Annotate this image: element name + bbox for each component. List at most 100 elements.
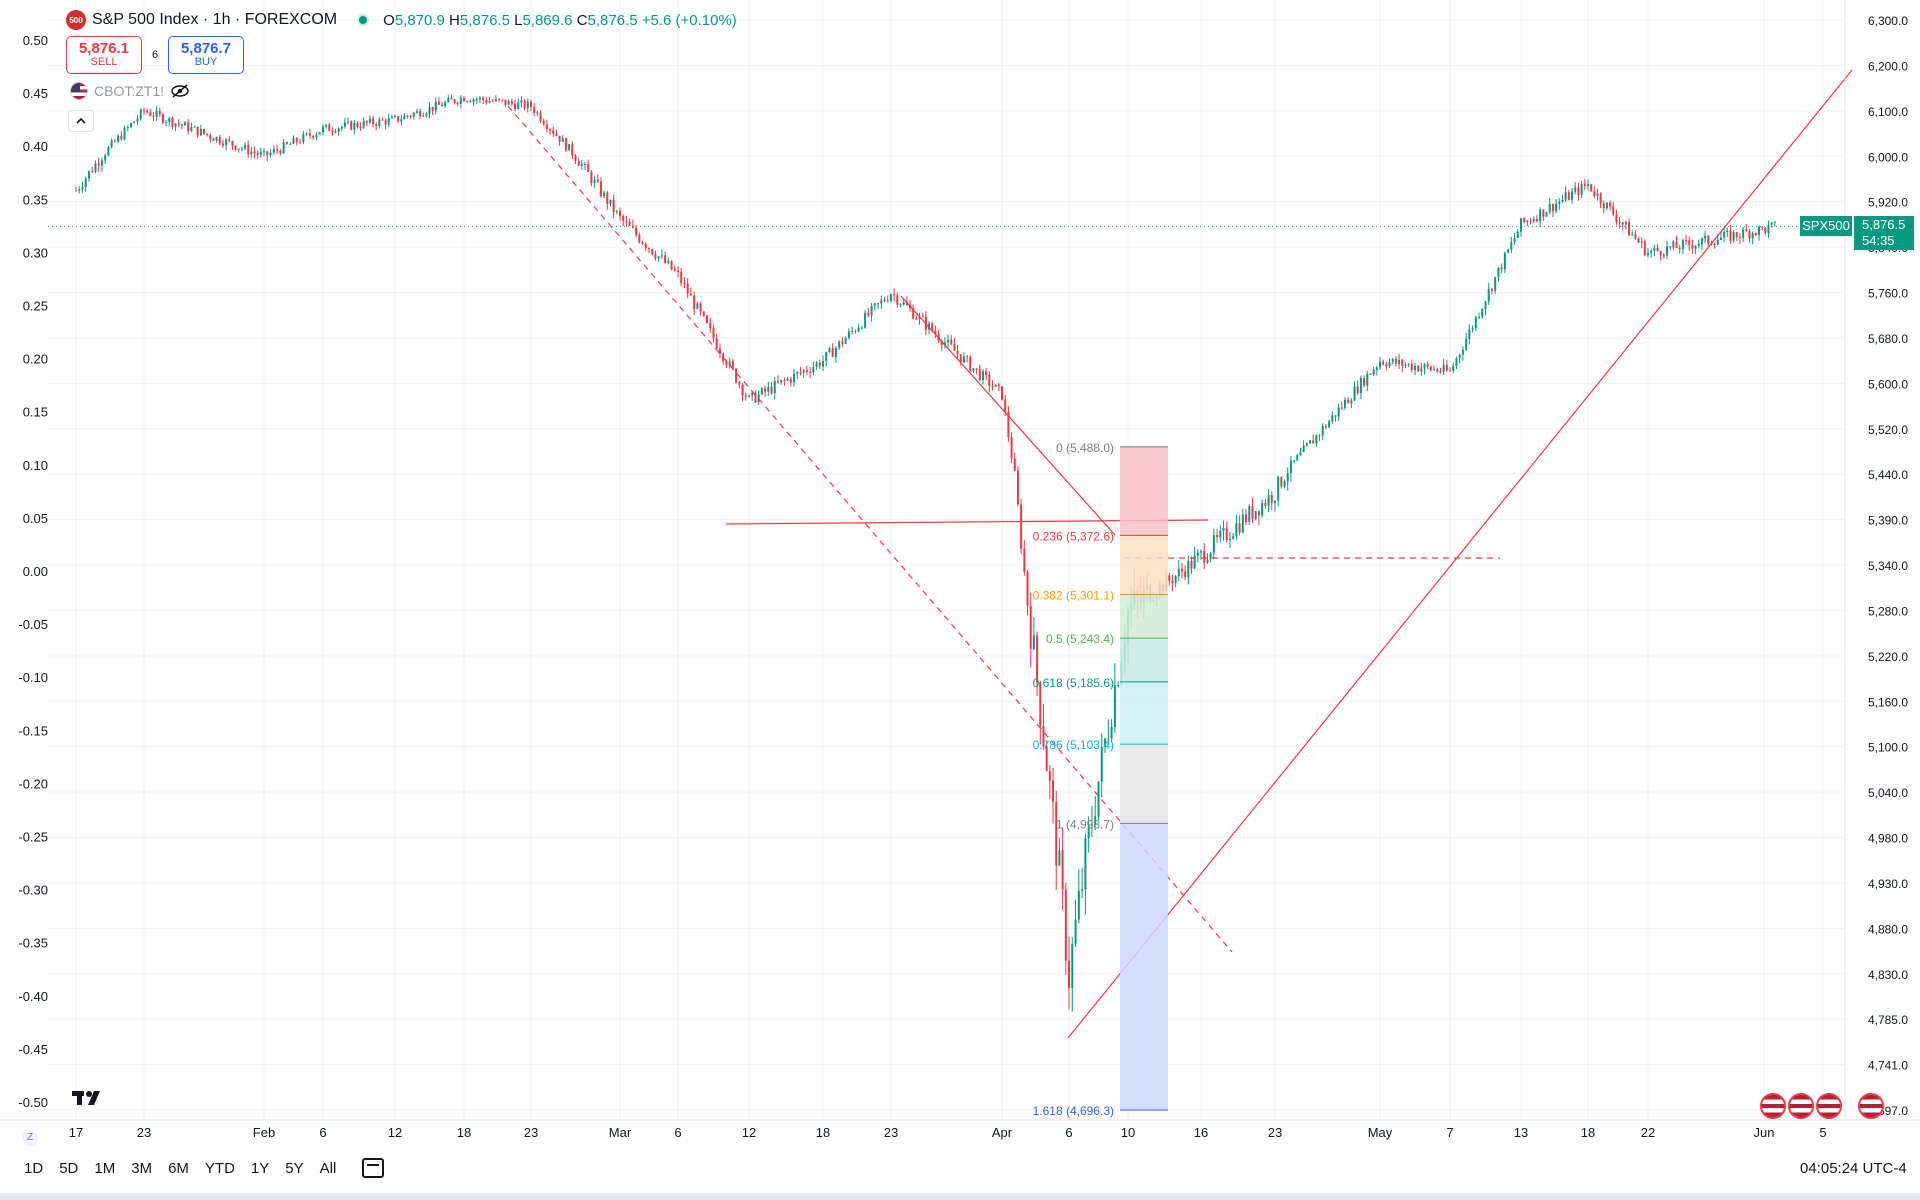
candle-body (1542, 209, 1545, 217)
spread-value: 6 (151, 49, 159, 61)
candle-body (1628, 222, 1631, 236)
economic-events[interactable] (1760, 1093, 1884, 1119)
candle-body (603, 192, 606, 196)
candle-body (1773, 221, 1776, 223)
candle-body (1745, 229, 1748, 232)
y-tick-label-right: 5,920.0 (1868, 196, 1908, 210)
candle-body (1634, 234, 1637, 239)
candle-body (375, 124, 378, 127)
candle-body (1754, 233, 1757, 236)
candle-body (838, 341, 841, 349)
x-tick-label: 22 (1641, 1125, 1655, 1140)
fibonacci-retracement[interactable]: 0 (5,488.0) 0.236 (5,372.6) 0.382 (5,301.1… (1033, 441, 1168, 1118)
candle-body (718, 348, 721, 354)
tf-5d[interactable]: 5D (59, 1159, 79, 1177)
candle-body (1264, 503, 1267, 506)
candle-body (696, 303, 699, 309)
candle-body (1219, 530, 1222, 538)
candle-body (155, 110, 158, 117)
candle-body (412, 113, 415, 117)
candle-body (1764, 227, 1767, 233)
candle-body (1561, 199, 1564, 202)
candle-body (1196, 552, 1199, 556)
candle-body (564, 138, 567, 151)
candle-body (459, 97, 462, 104)
candle-body (174, 123, 177, 127)
candle-body (1398, 359, 1401, 364)
scale-mode-button[interactable]: Z (22, 1130, 38, 1146)
sell-button[interactable]: 5,876.1 SELL (66, 36, 142, 74)
candle-body (1697, 244, 1700, 246)
event-flag-icon[interactable] (1788, 1093, 1814, 1119)
candle-body (187, 122, 190, 132)
candle-body (991, 386, 994, 388)
candle-body (94, 163, 97, 172)
tf-3m[interactable]: 3M (131, 1159, 153, 1177)
buy-button[interactable]: 5,876.7 BUY (168, 36, 244, 74)
collapse-legend-button[interactable] (68, 110, 94, 132)
candle-body (706, 315, 709, 323)
candle-body (244, 145, 247, 149)
candle-body (1241, 514, 1244, 533)
chevron-up-icon (76, 118, 86, 124)
candle-body (526, 101, 529, 109)
candle-body (282, 142, 285, 154)
eye-crossed-icon[interactable] (170, 84, 190, 98)
candle-body (1328, 421, 1331, 428)
candle-body (279, 150, 282, 154)
calendar-icon[interactable] (362, 1158, 385, 1178)
candle-body (1045, 746, 1048, 772)
market-open-status-icon[interactable] (357, 14, 370, 26)
tf-6m[interactable]: 6M (168, 1159, 189, 1177)
candle-body (699, 303, 702, 312)
event-flag-icon[interactable] (1816, 1093, 1842, 1119)
candle-body (1700, 238, 1703, 245)
tradingview-logo-icon (72, 1091, 100, 1105)
tf-1m[interactable]: 1M (94, 1159, 116, 1177)
candle-body (615, 210, 618, 213)
candle-body (997, 384, 1000, 387)
candle-body (1016, 470, 1019, 505)
candle-body (517, 102, 520, 109)
candle-body (1369, 373, 1372, 375)
tf-1d[interactable]: 1D (24, 1159, 44, 1177)
candle-body (648, 248, 650, 250)
candle-body (1379, 361, 1381, 368)
x-tick-label: 17 (69, 1125, 83, 1140)
tf-5y[interactable]: 5Y (285, 1159, 304, 1177)
utc-clock[interactable]: 04:05:24 UTC-4 (1800, 1160, 1907, 1177)
tf-1y[interactable]: 1Y (250, 1159, 270, 1177)
drawings-layer[interactable] (507, 69, 1853, 1039)
candle-body (1074, 919, 1077, 944)
candle-body (593, 179, 596, 184)
y-tick-label-left: -0.35 (18, 936, 48, 951)
event-flag-icon[interactable] (1760, 1093, 1786, 1119)
tf-ytd[interactable]: YTD (204, 1159, 235, 1177)
candle-body (693, 295, 696, 309)
candle-body (1052, 780, 1055, 802)
compare-symbol-legend[interactable]: CBOT:ZT1! (70, 82, 190, 100)
candle-body (712, 327, 715, 339)
symbol-title[interactable]: S&P 500 Index · 1h · FOREXCOM (92, 11, 338, 28)
candle-body (1748, 231, 1751, 239)
candle-body (912, 308, 915, 319)
x-tick-label: Mar (609, 1125, 632, 1140)
event-flag-icon[interactable] (1858, 1093, 1884, 1119)
candle-body (1113, 685, 1116, 727)
tf-all[interactable]: All (319, 1159, 337, 1177)
candle-body (514, 103, 517, 109)
tradingview-logo[interactable] (72, 1087, 106, 1113)
fib-level-label: 0.786 (5,103.4) (1033, 738, 1114, 752)
y-tick-label-right: 4,830.0 (1868, 968, 1908, 982)
candle-body (1388, 362, 1391, 367)
candle-body (212, 138, 215, 141)
fib-zone (1120, 823, 1168, 1110)
candle-body (857, 327, 860, 332)
candle-body (299, 142, 302, 144)
candle-body (285, 142, 288, 144)
candle-body (962, 356, 965, 363)
y-tick-label-right: 5,340.0 (1868, 559, 1908, 573)
candle-body (1761, 226, 1764, 228)
candle-body (1180, 568, 1183, 572)
